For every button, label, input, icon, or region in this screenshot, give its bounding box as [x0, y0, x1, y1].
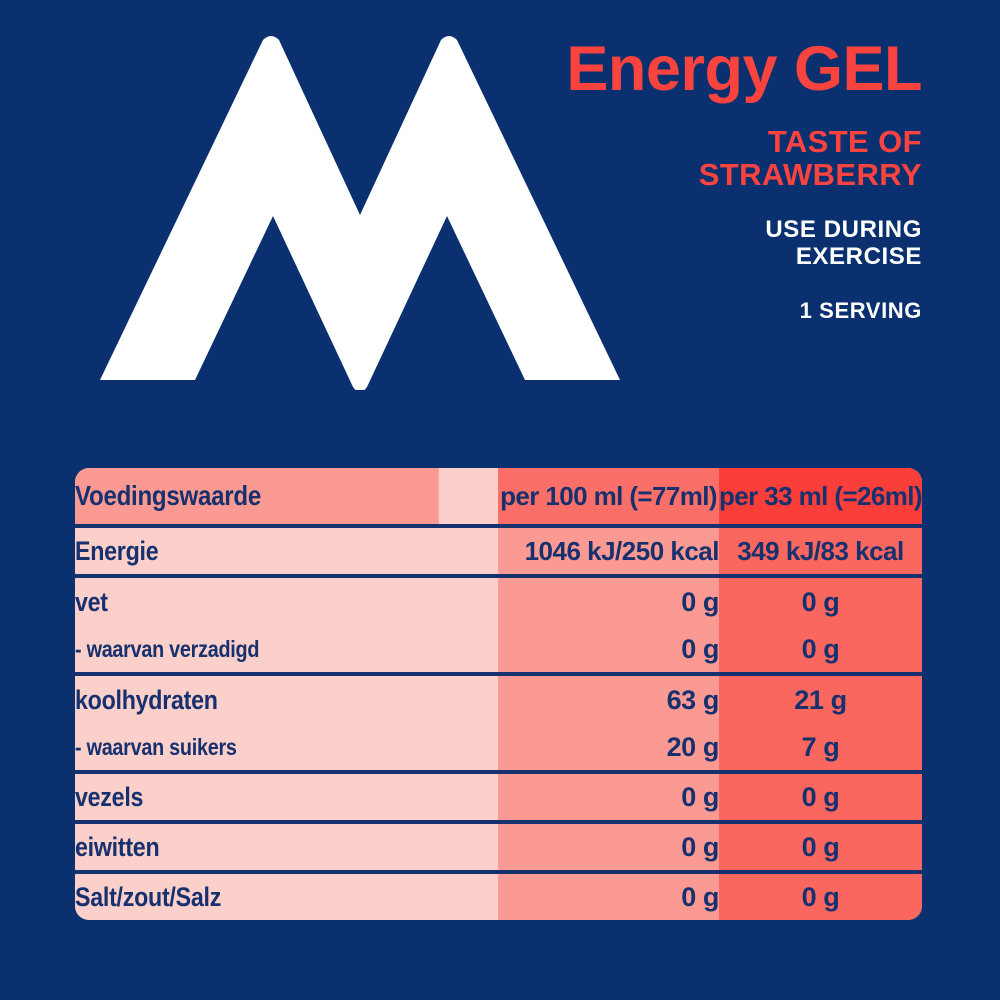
table-row: eiwitten 0 g 0 g [75, 820, 922, 872]
usage-line-2: EXERCISE [795, 242, 922, 270]
value-per-33ml: 7 g [719, 724, 922, 772]
usage-line-1: USE DURING [765, 215, 922, 243]
flavour-subtitle: TASTE OF STRAWBERRY [442, 125, 922, 192]
flavour-line-2: STRAWBERRY [698, 157, 922, 193]
value-per-33ml: 0 g [719, 870, 922, 920]
value-per-33ml: 0 g [719, 820, 922, 872]
value-per-100ml: 63 g [498, 672, 719, 724]
nutrient-label: koolhydraten [75, 672, 439, 724]
m-logo-icon [95, 30, 625, 390]
value-per-100ml: 0 g [498, 770, 719, 822]
value-per-33ml: 21 g [719, 672, 922, 724]
value-per-100ml: 0 g [498, 626, 719, 674]
nutrient-label: Salt/zout/Salz [75, 870, 439, 920]
servings-count: 1 SERVING [799, 297, 922, 323]
column-header-nutrient: Voedingswaarde [75, 468, 439, 526]
table-header-row: Voedingswaarde per 100 ml (=77ml) per 33… [75, 468, 922, 526]
nutrition-table: Voedingswaarde per 100 ml (=77ml) per 33… [75, 468, 922, 920]
flavour-line-1: TASTE OF [767, 124, 922, 159]
table-row: - waarvan suikers 20 g 7 g [75, 724, 922, 772]
value-per-33ml: 0 g [719, 574, 922, 626]
value-per-33ml: 349 kJ/83 kcal [719, 524, 922, 576]
column-header-per-33ml: per 33 ml (=26ml) [719, 468, 922, 526]
value-per-100ml: 1046 kJ/250 kcal [498, 524, 720, 576]
table-row: vezels 0 g 0 g [75, 770, 922, 822]
usage-instruction: USE DURING EXERCISE [442, 215, 922, 271]
nutrient-label: vet [75, 574, 439, 626]
column-header-per-100ml: per 100 ml (=77ml) [498, 468, 719, 526]
value-per-33ml: 0 g [719, 770, 922, 822]
nutrient-label: Energie [75, 524, 439, 576]
value-per-100ml: 0 g [498, 870, 719, 920]
table-row: vet 0 g 0 g [75, 574, 922, 626]
value-per-100ml: 20 g [498, 724, 719, 772]
value-per-33ml: 0 g [719, 626, 922, 674]
table-row: Salt/zout/Salz 0 g 0 g [75, 870, 922, 920]
header-text-block: Energy GEL TASTE OF STRAWBERRY USE DURIN… [442, 38, 922, 323]
table-row: - waarvan verzadigd 0 g 0 g [75, 626, 922, 674]
nutrient-label: eiwitten [75, 820, 439, 872]
value-per-100ml: 0 g [498, 820, 719, 872]
page-title: Energy GEL [566, 34, 922, 104]
nutrient-sublabel: - waarvan suikers [75, 724, 439, 772]
table-row: Energie 1046 kJ/250 kcal 349 kJ/83 kcal [75, 524, 922, 576]
table-row: koolhydraten 63 g 21 g [75, 672, 922, 724]
nutrient-label: vezels [75, 770, 439, 822]
value-per-100ml: 0 g [498, 574, 719, 626]
nutrient-sublabel: - waarvan verzadigd [75, 626, 439, 674]
